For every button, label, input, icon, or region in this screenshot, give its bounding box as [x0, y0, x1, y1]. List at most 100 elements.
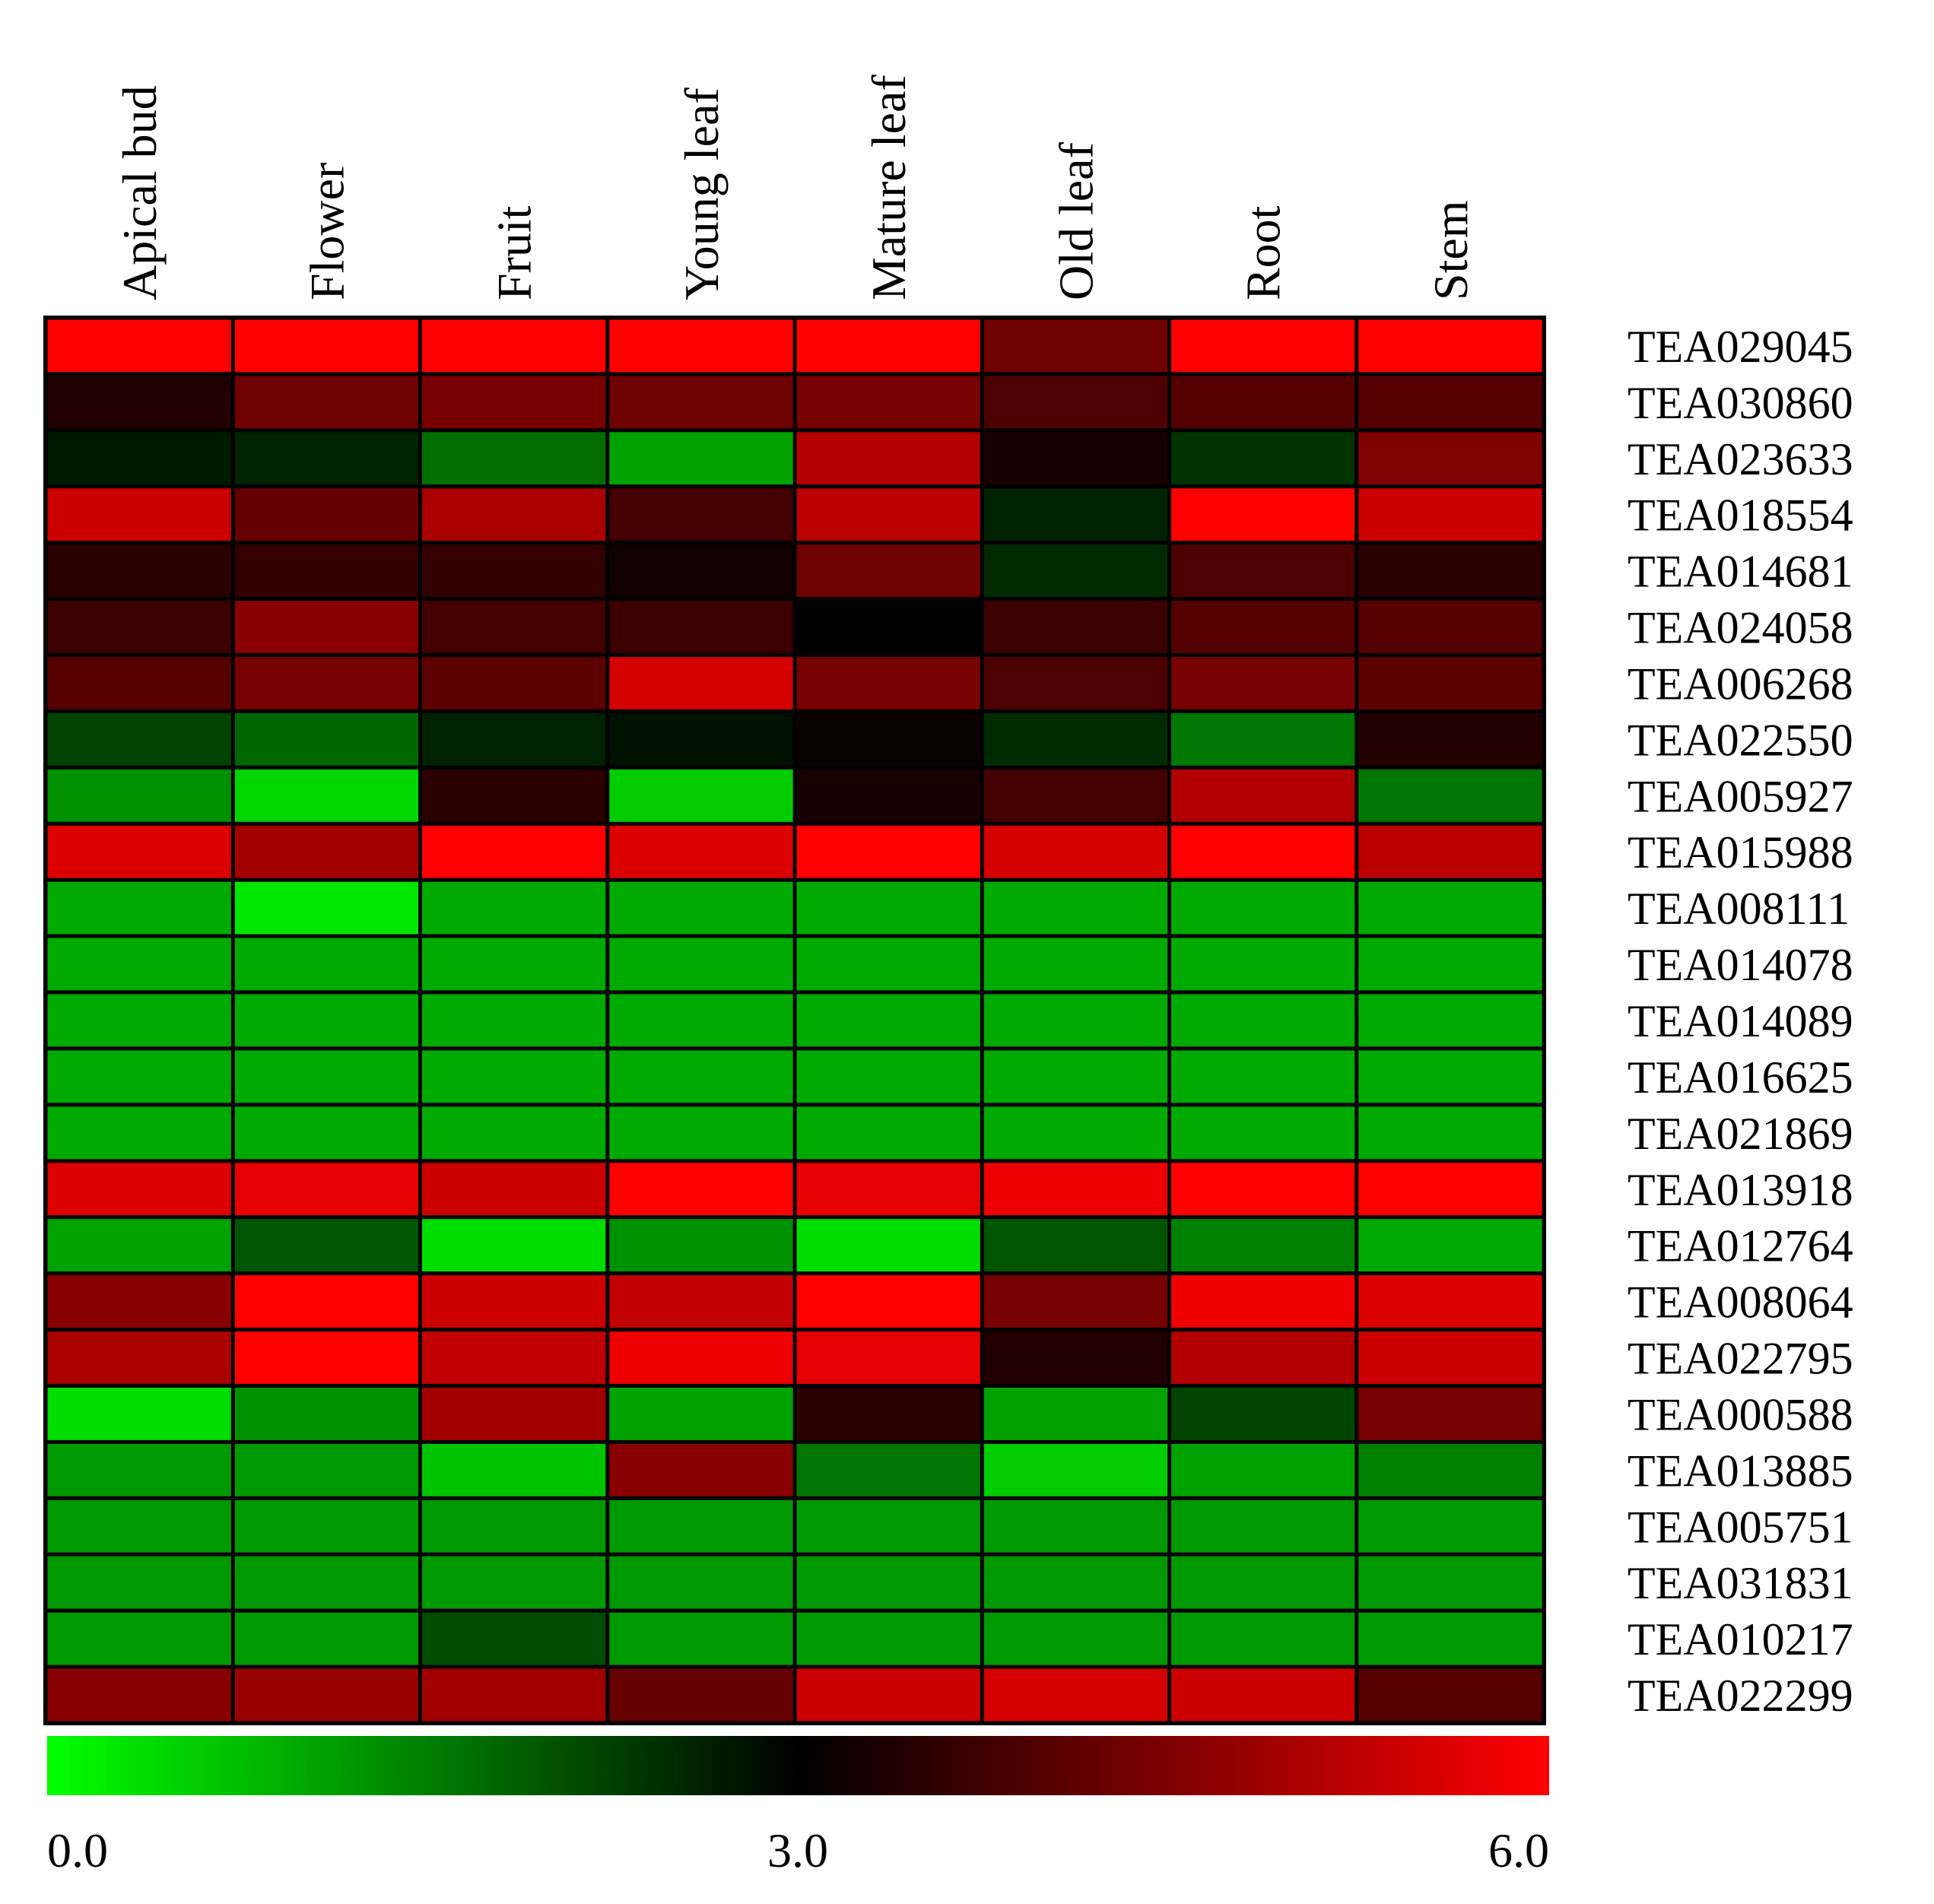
- heatmap-cell: [1171, 1388, 1355, 1440]
- heatmap-cell: [983, 769, 1168, 822]
- heatmap-cell: [1171, 657, 1355, 709]
- heatmap-cell: [983, 1388, 1168, 1440]
- heatmap-cell: [234, 881, 419, 935]
- heatmap-cell: [609, 1443, 793, 1496]
- heatmap-cell: [1358, 712, 1542, 766]
- heatmap-cell: [1171, 319, 1355, 373]
- heatmap-cell: [983, 1219, 1168, 1272]
- heatmap-cell: [422, 1331, 606, 1384]
- heatmap-cell: [796, 376, 980, 429]
- row-label: TEA024058: [1628, 603, 1853, 653]
- row-label: TEA022795: [1628, 1334, 1853, 1384]
- heatmap-cell: [422, 1388, 606, 1440]
- heatmap-cell: [1358, 1275, 1542, 1328]
- heatmap-cell: [983, 376, 1168, 429]
- scale-mid-label: 3.0: [767, 1823, 828, 1877]
- heatmap-cell: [1171, 1443, 1355, 1496]
- heatmap-cell: [1358, 1050, 1542, 1103]
- heatmap-cell: [983, 601, 1168, 653]
- column-label: Root: [1237, 205, 1291, 300]
- heatmap-cell: [609, 1275, 793, 1328]
- heatmap-cell: [1358, 994, 1542, 1047]
- heatmap-cell: [47, 825, 231, 878]
- heatmap-cell: [1358, 1106, 1542, 1160]
- heatmap-cell: [234, 1331, 419, 1384]
- heatmap-cell: [1358, 769, 1542, 822]
- heatmap-cell: [1358, 657, 1542, 709]
- heatmap-cell: [1171, 544, 1355, 598]
- heatmap-cell: [796, 601, 980, 653]
- heatmap-cell: [234, 1668, 419, 1722]
- heatmap-cell: [422, 488, 606, 541]
- heatmap-cell: [234, 1443, 419, 1496]
- heatmap-cell: [983, 825, 1168, 878]
- heatmap-cell: [796, 488, 980, 541]
- heatmap-cell: [47, 1443, 231, 1496]
- heatmap-cell: [609, 994, 793, 1047]
- heatmap-cell: [983, 1106, 1168, 1160]
- heatmap-cell: [47, 1219, 231, 1272]
- row-label: TEA022299: [1628, 1671, 1853, 1721]
- heatmap-cell: [47, 1612, 231, 1665]
- heatmap-cell: [234, 544, 419, 598]
- heatmap-cell: [234, 376, 419, 429]
- heatmap-cell: [1171, 769, 1355, 822]
- heatmap-cell: [983, 1556, 1168, 1609]
- heatmap-cell: [234, 1388, 419, 1440]
- heatmap-cell: [47, 376, 231, 429]
- heatmap-cell: [983, 712, 1168, 766]
- heatmap-cell: [796, 1219, 980, 1272]
- row-label: TEA005927: [1628, 771, 1853, 821]
- heatmap-cell: [422, 938, 606, 991]
- heatmap-cell: [609, 938, 793, 991]
- heatmap-cell: [1171, 881, 1355, 935]
- heatmap-cell: [1171, 825, 1355, 878]
- heatmap-cell: [796, 1668, 980, 1722]
- heatmap-cell: [47, 1556, 231, 1609]
- row-label: TEA031831: [1628, 1558, 1853, 1608]
- row-label: TEA014078: [1628, 940, 1853, 990]
- heatmap-cell: [422, 657, 606, 709]
- heatmap-cell: [422, 544, 606, 598]
- row-label: TEA014089: [1628, 996, 1853, 1046]
- row-label: TEA010217: [1628, 1614, 1853, 1664]
- heatmap-cell: [796, 1443, 980, 1496]
- heatmap-cell: [1171, 994, 1355, 1047]
- heatmap-cell: [983, 1275, 1168, 1328]
- row-label: TEA030860: [1628, 378, 1853, 428]
- column-label: Apical bud: [113, 85, 167, 300]
- column-label: Young leaf: [675, 87, 729, 300]
- heatmap-cell: [47, 1106, 231, 1160]
- column-label: Fruit: [487, 205, 541, 300]
- heatmap-cell: [234, 1556, 419, 1609]
- color-scale: 0.0 3.0 6.0: [47, 1736, 1549, 1877]
- heatmap-cell: [796, 1050, 980, 1103]
- heatmap-cell: [234, 432, 419, 485]
- heatmap-cell: [234, 1612, 419, 1665]
- heatmap-cell: [609, 657, 793, 709]
- heatmap-cell: [983, 938, 1168, 991]
- heatmap-cell: [1358, 1668, 1542, 1722]
- heatmap-cell: [609, 1106, 793, 1160]
- heatmap-cell: [422, 432, 606, 485]
- heatmap-cell: [796, 994, 980, 1047]
- heatmap-cell: [796, 1388, 980, 1440]
- heatmap-cell: [422, 1499, 606, 1553]
- heatmap-cell: [609, 1388, 793, 1440]
- heatmap-cell: [983, 1331, 1168, 1384]
- heatmap-cell: [609, 1668, 793, 1722]
- heatmap-cell: [234, 1275, 419, 1328]
- heatmap-cell: [47, 1275, 231, 1328]
- heatmap-cell: [47, 657, 231, 709]
- heatmap-cell: [796, 825, 980, 878]
- heatmap-cell: [796, 1163, 980, 1216]
- heatmap-cell: [47, 712, 231, 766]
- heatmap-cell: [1358, 1163, 1542, 1216]
- heatmap-cell: [47, 432, 231, 485]
- heatmap-cell: [983, 994, 1168, 1047]
- heatmap-cell: [1358, 938, 1542, 991]
- heatmap-cell: [609, 1612, 793, 1665]
- heatmap-cell: [422, 319, 606, 373]
